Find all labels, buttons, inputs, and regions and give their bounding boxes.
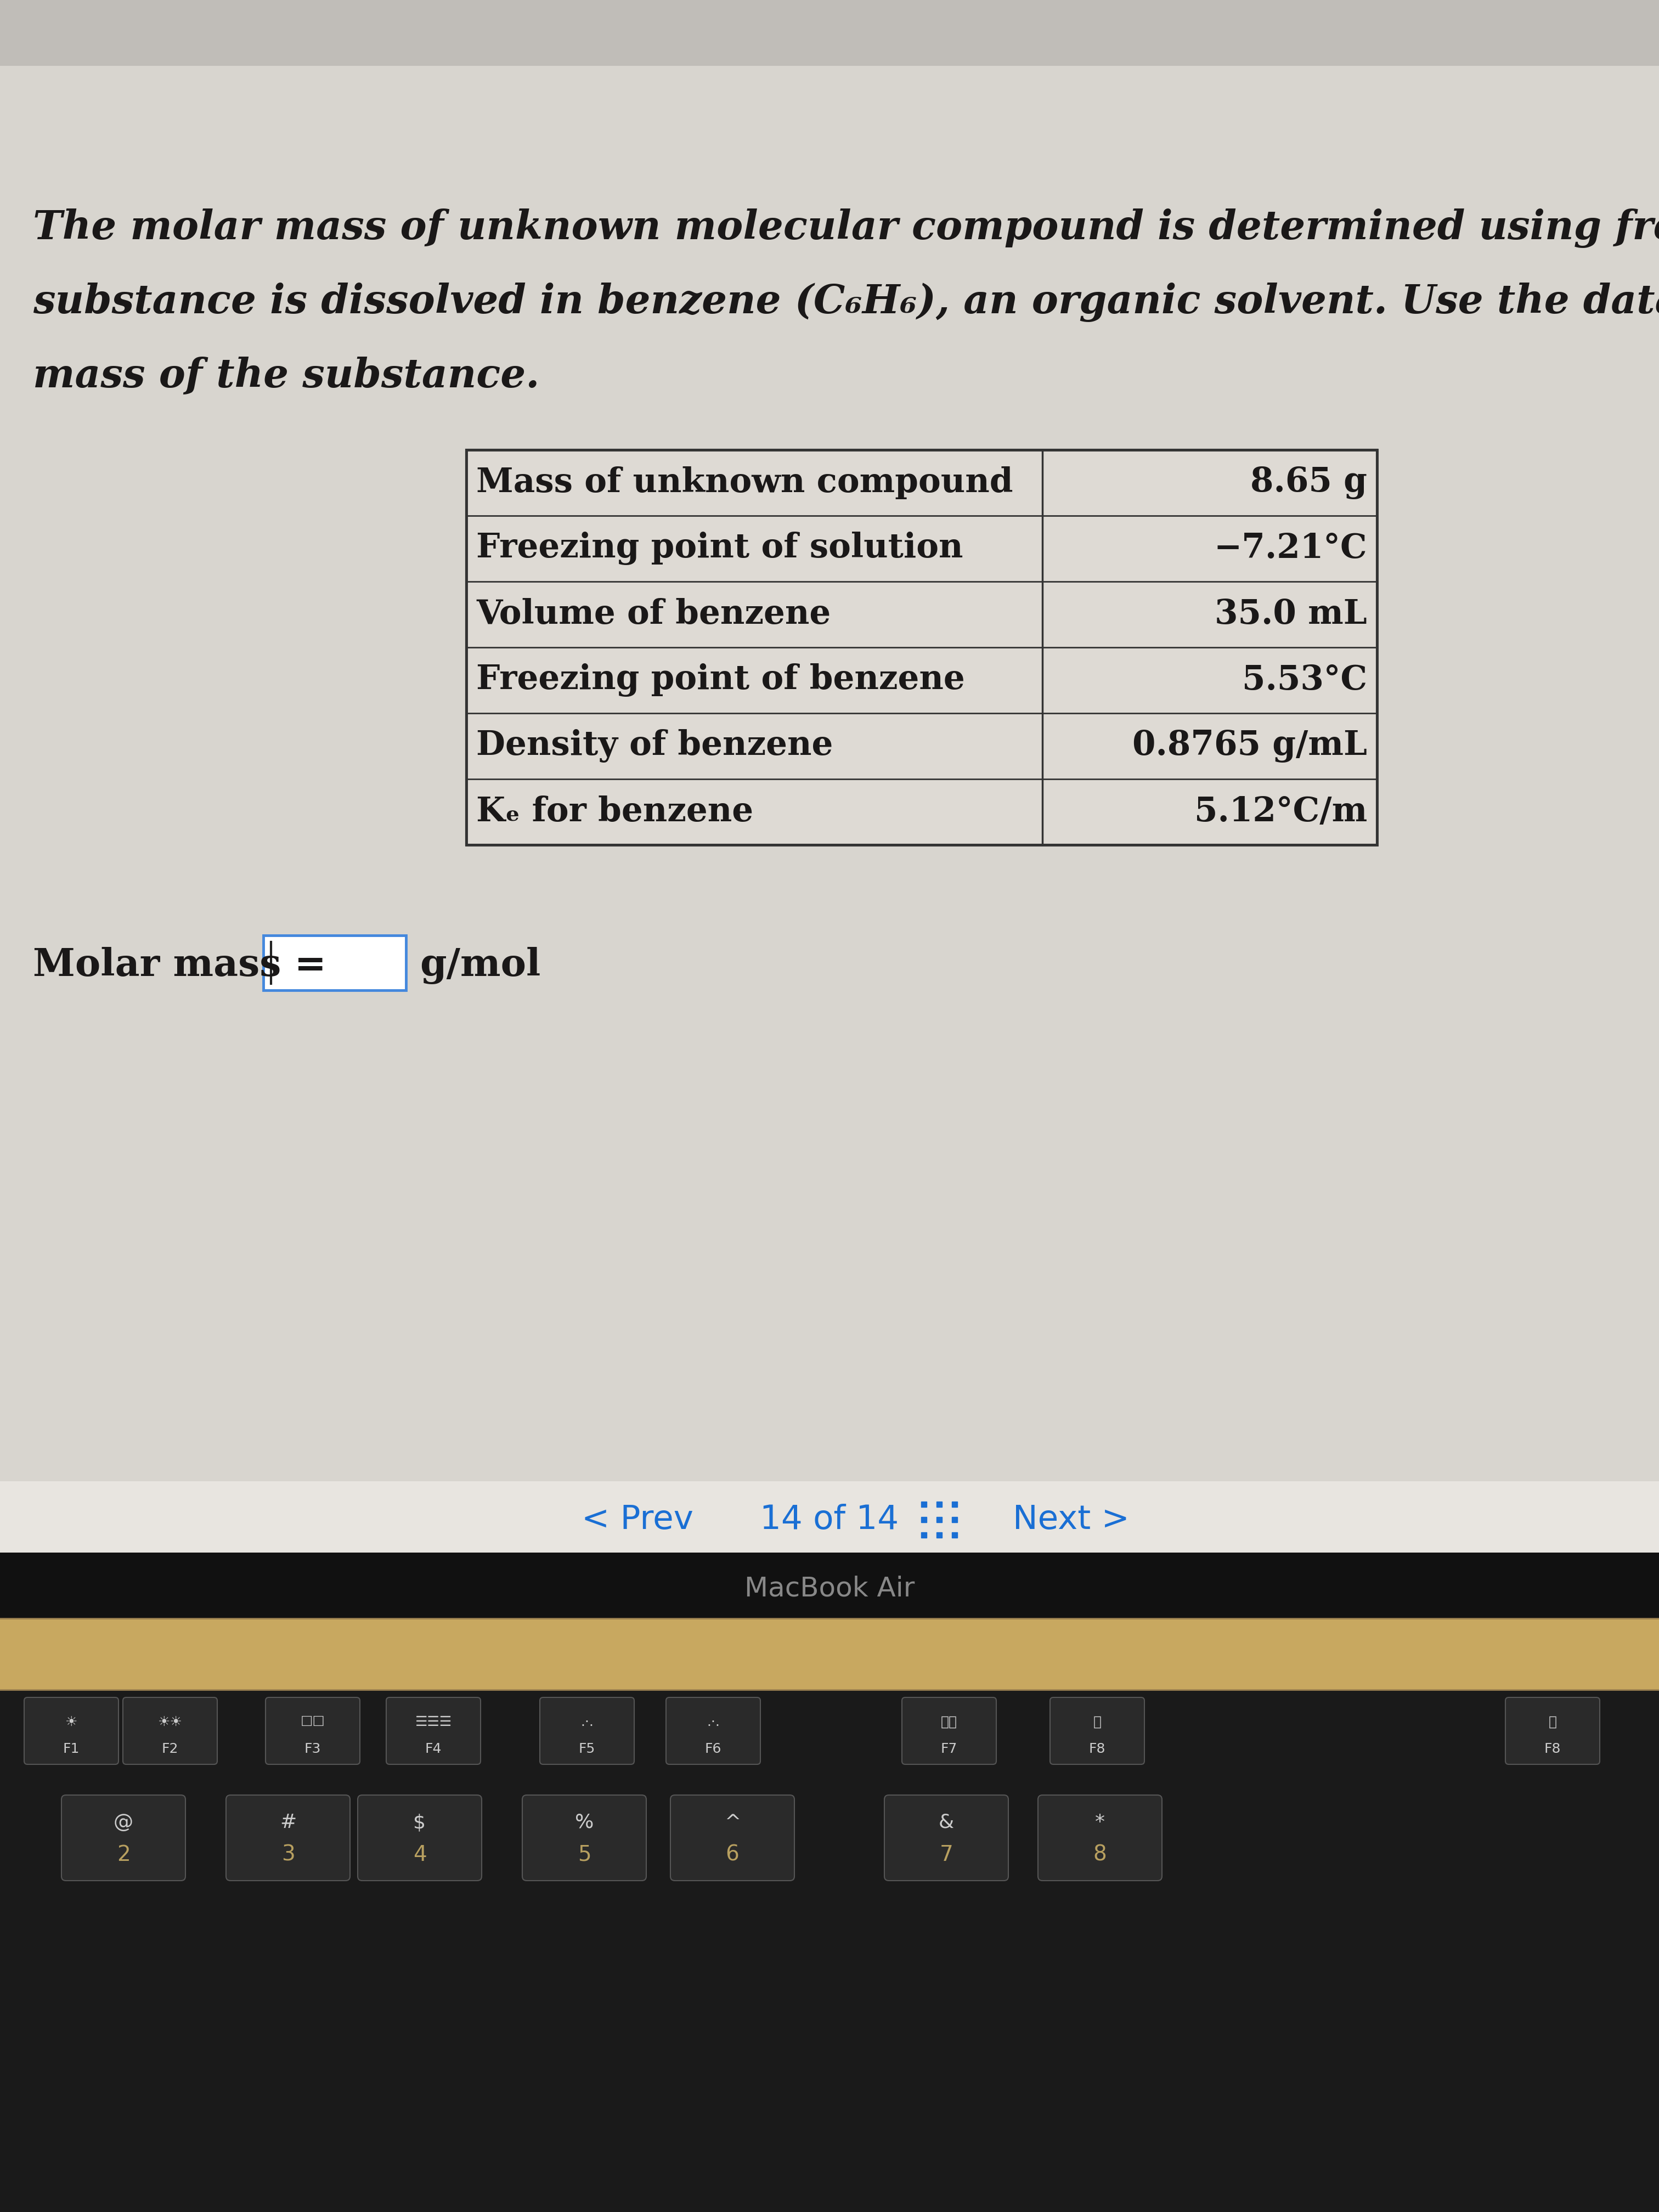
Text: Density of benzene: Density of benzene	[476, 730, 833, 763]
Text: Freezing point of solution: Freezing point of solution	[476, 531, 964, 566]
Bar	[0, 66, 1659, 1482]
Text: F4: F4	[425, 1743, 441, 1756]
Text: Mass of unknown compound: Mass of unknown compound	[476, 467, 1014, 500]
Text: F5: F5	[579, 1743, 596, 1756]
Text: @: @	[113, 1814, 133, 1832]
Bar	[0, 1482, 1659, 1553]
Text: Molar mass =: Molar mass =	[33, 947, 340, 984]
Bar	[466, 449, 1377, 845]
Bar	[0, 1553, 1659, 1619]
FancyBboxPatch shape	[670, 1796, 795, 1880]
Text: 6: 6	[725, 1845, 740, 1865]
Text: .·.: .·.	[581, 1714, 594, 1728]
Text: 14 of 14: 14 of 14	[760, 1504, 899, 1535]
Text: $: $	[413, 1814, 426, 1832]
Text: ☐☐: ☐☐	[300, 1714, 325, 1728]
Text: F2: F2	[161, 1743, 179, 1756]
Text: ⏯: ⏯	[1093, 1714, 1102, 1728]
Text: ☀☀: ☀☀	[158, 1714, 182, 1728]
Text: F8: F8	[1545, 1743, 1561, 1756]
Text: 5.53°C: 5.53°C	[1243, 664, 1367, 697]
FancyBboxPatch shape	[265, 1697, 360, 1765]
Text: ^: ^	[723, 1814, 740, 1832]
Bar	[0, 0, 1659, 66]
FancyBboxPatch shape	[226, 1796, 350, 1880]
Text: 7: 7	[939, 1845, 954, 1865]
Text: 5.12°C/m: 5.12°C/m	[1194, 796, 1367, 830]
FancyBboxPatch shape	[387, 1697, 481, 1765]
Bar	[0, 1619, 1659, 1690]
Text: 0.8765 g/mL: 0.8765 g/mL	[1133, 730, 1367, 763]
Bar	[264, 936, 406, 991]
Text: F1: F1	[63, 1743, 80, 1756]
Text: ⏯: ⏯	[1548, 1714, 1556, 1728]
Text: ⏪⏪: ⏪⏪	[941, 1714, 957, 1728]
FancyBboxPatch shape	[539, 1697, 634, 1765]
Text: ☀: ☀	[65, 1714, 78, 1728]
Text: F7: F7	[941, 1743, 957, 1756]
FancyBboxPatch shape	[25, 1697, 118, 1765]
Text: Next >: Next >	[1012, 1504, 1130, 1535]
Text: F3: F3	[304, 1743, 322, 1756]
Bar	[0, 1690, 1659, 2212]
Text: The molar mass of unknown molecular compound is determined using freezing point : The molar mass of unknown molecular comp…	[33, 208, 1659, 248]
Text: Freezing point of benzene: Freezing point of benzene	[476, 664, 966, 697]
Text: g/mol: g/mol	[420, 947, 541, 984]
FancyBboxPatch shape	[123, 1697, 217, 1765]
Text: %: %	[574, 1814, 594, 1832]
Text: 8.65 g: 8.65 g	[1251, 467, 1367, 500]
Text: F6: F6	[705, 1743, 722, 1756]
FancyBboxPatch shape	[902, 1697, 997, 1765]
Text: *: *	[1095, 1814, 1105, 1832]
Bar	[466, 449, 1377, 845]
Text: mass of the substance.: mass of the substance.	[33, 356, 539, 396]
Text: F8: F8	[1088, 1743, 1105, 1756]
FancyBboxPatch shape	[1039, 1796, 1161, 1880]
FancyBboxPatch shape	[523, 1796, 647, 1880]
Text: 8: 8	[1093, 1845, 1107, 1865]
FancyBboxPatch shape	[1505, 1697, 1599, 1765]
Text: substance is dissolved in benzene (C₆H₆), an organic solvent. Use the data below: substance is dissolved in benzene (C₆H₆)…	[33, 283, 1659, 323]
Text: Kₑ for benzene: Kₑ for benzene	[476, 796, 753, 830]
FancyBboxPatch shape	[61, 1796, 186, 1880]
Text: &: &	[939, 1814, 954, 1832]
Text: Volume of benzene: Volume of benzene	[476, 597, 831, 630]
FancyBboxPatch shape	[358, 1796, 481, 1880]
Text: < Prev: < Prev	[582, 1504, 693, 1535]
Text: #: #	[280, 1814, 297, 1832]
FancyBboxPatch shape	[1050, 1697, 1145, 1765]
Text: 3: 3	[282, 1845, 295, 1865]
Text: −7.21°C: −7.21°C	[1214, 533, 1367, 564]
Text: ☰☰☰: ☰☰☰	[415, 1714, 451, 1728]
Text: 2: 2	[116, 1845, 129, 1865]
FancyBboxPatch shape	[665, 1697, 760, 1765]
Text: .·.: .·.	[707, 1714, 720, 1728]
FancyBboxPatch shape	[884, 1796, 1009, 1880]
Text: 4: 4	[413, 1845, 426, 1865]
Text: 5: 5	[577, 1845, 591, 1865]
Text: 35.0 mL: 35.0 mL	[1214, 597, 1367, 630]
Text: MacBook Air: MacBook Air	[745, 1575, 914, 1601]
